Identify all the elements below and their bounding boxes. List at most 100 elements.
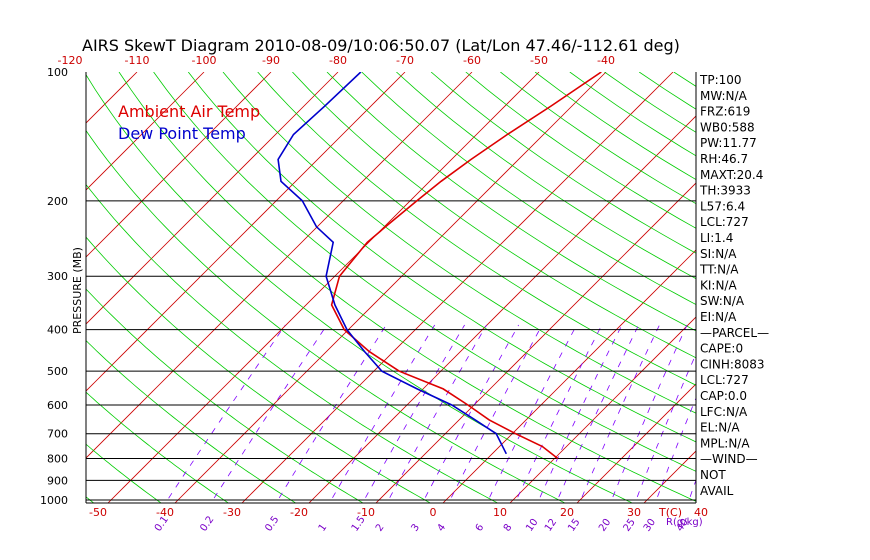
index-item: CAP:0.0 — [700, 389, 747, 403]
top-temp-tick-label: -80 — [329, 54, 347, 67]
isotherm-line — [86, 72, 339, 325]
bottom-temp-tick-label: -30 — [223, 506, 241, 519]
isotherm-line — [86, 72, 473, 459]
mixing-ratio-line — [448, 324, 543, 503]
bottom-temp-tick-label: -50 — [89, 506, 107, 519]
pressure-lines — [85, 72, 697, 504]
top-temp-tick-label: -40 — [597, 54, 615, 67]
isotherm-line — [442, 249, 696, 503]
mixing-ratio-tick-label: 10 — [524, 517, 540, 534]
bottom-temp-tick-labels: -50 -40 -30 -20 -10 0 10 20 30 40 — [89, 506, 708, 519]
index-item: PW:11.77 — [700, 136, 757, 150]
mixing-ratio-line — [275, 324, 387, 503]
index-item: TH:3933 — [699, 184, 751, 198]
pressure-tick-labels: 100 200 300 400 500 600 700 800 900 1000 — [40, 66, 68, 507]
mixing-ratio-tick-label: 0.5 — [263, 514, 281, 533]
top-temp-tick-label: -90 — [262, 54, 280, 67]
dry-adiabat-line — [86, 236, 432, 503]
mixing-ratio-line — [210, 324, 328, 503]
y-axis-label: PRESSURE (MB) — [71, 247, 84, 334]
isotherm-line — [241, 72, 674, 503]
mixing-ratio-tick-label: 25 — [622, 517, 638, 534]
bottom-temp-tick-label: 0 — [430, 506, 437, 519]
mixing-ratio-tick-label: 0.2 — [198, 514, 216, 533]
dry-adiabat-line — [778, 72, 870, 509]
index-item: —WIND— — [700, 452, 758, 466]
mixing-ratio-line — [579, 324, 660, 503]
index-item: KI:N/A — [700, 278, 737, 292]
top-temp-tick-label: -120 — [58, 54, 83, 67]
index-item: TT:N/A — [699, 263, 739, 277]
mixing-ratio-tick-label: 6 — [474, 522, 487, 534]
dew-point-temp-line — [277, 72, 508, 455]
dry-adiabat-line — [500, 72, 696, 205]
isotherm-line — [576, 383, 696, 503]
isotherm-line — [839, 72, 870, 509]
bottom-temp-tick-label: 30 — [627, 506, 641, 519]
dry-adiabat-line — [0, 72, 34, 509]
chart-title: AIRS SkewT Diagram 2010-08-09/10:06:50.0… — [82, 36, 680, 55]
legend-ambient-temp: Ambient Air Temp — [118, 102, 260, 121]
index-item: L57:6.4 — [700, 199, 745, 213]
dry-adiabat-line — [326, 72, 696, 332]
pressure-tick-label: 800 — [47, 453, 68, 466]
index-item: CINH:8083 — [700, 357, 765, 371]
dry-adiabat-line — [361, 72, 696, 305]
isotherm-line — [174, 72, 607, 503]
index-item: MPL:N/A — [700, 436, 750, 450]
mixing-ratio-tick-label: 30 — [642, 517, 658, 534]
series-group — [277, 72, 602, 460]
mixing-ratio-tick-label: 4 — [436, 522, 449, 534]
index-item: FRZ:619 — [700, 105, 750, 119]
isotherm-line — [86, 72, 138, 124]
dry-adiabat-line — [222, 72, 696, 414]
pressure-tick-label: 500 — [47, 365, 68, 378]
bottom-temp-tick-label: -40 — [156, 506, 174, 519]
mixing-ratio-tick-label: 3 — [409, 522, 422, 534]
mixing-ratio-line — [610, 324, 688, 503]
index-item: LCL:727 — [700, 373, 749, 387]
dry-adiabat-line — [86, 288, 364, 503]
index-item: EL:N/A — [700, 421, 740, 435]
isotherm-line — [772, 72, 870, 509]
dry-adiabat-line — [396, 72, 696, 280]
bottom-temp-tick-label: 40 — [694, 506, 708, 519]
index-item: TP:100 — [699, 73, 742, 87]
index-item: AVAIL — [700, 484, 734, 498]
dry-adiabat-line — [86, 391, 230, 503]
mixing-ratio-unit-label: R(g/kg) — [666, 517, 703, 528]
index-item: WB0:588 — [700, 120, 755, 134]
isotherm-line — [107, 72, 540, 503]
bottom-temp-tick-label: -20 — [290, 506, 308, 519]
index-item: CAPE:0 — [700, 342, 743, 356]
dry-adiabat-line — [465, 72, 696, 229]
pressure-tick-label: 300 — [47, 270, 68, 283]
mixing-ratio-tick-label: 20 — [597, 517, 613, 534]
mixing-ratio-tick-label: 2 — [374, 522, 387, 534]
dry-adiabat-line — [118, 72, 696, 502]
legend-dew-point-temp: Dew Point Temp — [118, 124, 246, 143]
mixing-ratio-tick-label: 12 — [543, 517, 559, 534]
mixing-ratio-lines — [164, 324, 696, 503]
dry-adiabat-line — [257, 72, 696, 386]
dry-adiabat-line — [86, 443, 162, 503]
mixing-ratio-tick-label: 15 — [566, 517, 582, 534]
index-item: RH:46.7 — [700, 152, 748, 166]
dry-adiabat-line — [292, 72, 696, 359]
top-temp-tick-label: -70 — [396, 54, 414, 67]
dry-adiabat-line — [430, 72, 696, 254]
mixing-ratio-tick-label: 8 — [502, 522, 515, 534]
index-item: MAXT:20.4 — [700, 168, 763, 182]
index-item: LCL:727 — [700, 215, 749, 229]
isotherm-lines — [0, 72, 870, 509]
top-temp-tick-labels: -120 -110 -100 -90 -80 -70 -60 -50 -40 — [58, 54, 615, 67]
pressure-tick-label: 1000 — [40, 494, 68, 507]
dry-adiabat-line — [86, 340, 297, 503]
isotherm-line — [86, 72, 406, 392]
isotherm-line — [0, 72, 3, 509]
isotherm-line — [375, 182, 696, 503]
index-item: —PARCEL— — [700, 326, 769, 340]
dry-adiabat-lines — [0, 72, 870, 509]
